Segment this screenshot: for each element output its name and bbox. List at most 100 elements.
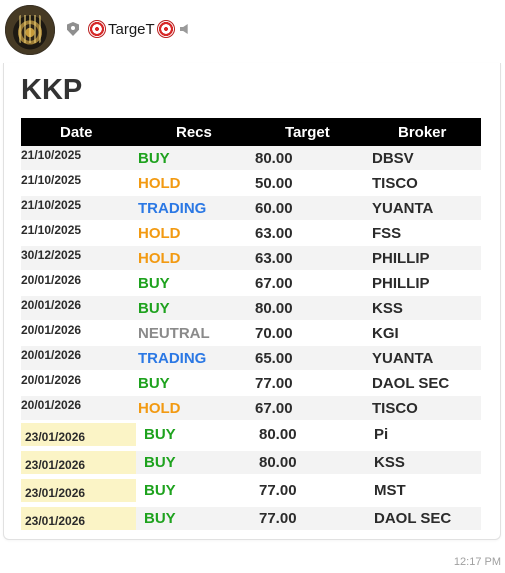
row-date: 23/01/2026	[25, 430, 86, 444]
shield-icon	[67, 22, 79, 36]
row-broker: MST	[374, 482, 406, 499]
table-body: 21/10/2025 BUY 80.00 DBSV 21/10/2025 HOLD 50.0…	[21, 146, 481, 421]
row-date-cell: 23/01/2026	[21, 423, 136, 446]
row-values: BUY 77.00 MST	[136, 479, 481, 502]
speaker-icon[interactable]	[179, 24, 188, 34]
message-title: KKP	[21, 74, 83, 106]
row-recommendation: HOLD	[138, 250, 181, 267]
table-row: 30/12/2025 HOLD 63.00 PHILLIP	[21, 246, 481, 271]
channel-title[interactable]: TargeT	[88, 19, 190, 39]
row-target: 77.00	[259, 510, 297, 527]
channel-name[interactable]: TargeT	[108, 20, 155, 38]
row-broker: DAOL SEC	[374, 510, 452, 527]
row-date: 23/01/2026	[25, 514, 86, 528]
row-recommendation: BUY	[144, 482, 176, 499]
column-header-target: Target	[285, 124, 330, 141]
row-broker: PHILLIP	[372, 250, 430, 267]
column-header-recs: Recs	[176, 124, 212, 141]
row-date: 21/10/2025	[21, 173, 82, 187]
row-recommendation: HOLD	[138, 175, 181, 192]
table-row: 23/01/2026 BUY 80.00 Pi	[21, 421, 481, 449]
row-broker: PHILLIP	[372, 275, 430, 292]
row-broker: DBSV	[372, 150, 414, 167]
row-broker: YUANTA	[372, 350, 434, 367]
row-recommendation: TRADING	[138, 350, 207, 367]
avatar[interactable]	[5, 5, 55, 55]
row-broker: FSS	[372, 225, 402, 242]
row-date: 21/10/2025	[21, 198, 82, 212]
row-target: 65.00	[255, 350, 293, 367]
table-row: 20/01/2026 TRADING 65.00 YUANTA	[21, 346, 481, 371]
row-recommendation: BUY	[144, 510, 176, 527]
row-recommendation: BUY	[138, 150, 170, 167]
message-time: 12:17 PM	[453, 556, 501, 568]
row-recommendation: HOLD	[138, 225, 181, 242]
row-date: 23/01/2026	[25, 458, 86, 472]
row-recommendation: TRADING	[138, 200, 207, 217]
table-row: 21/10/2025 HOLD 63.00 FSS	[21, 221, 481, 246]
row-date: 20/01/2026	[21, 348, 82, 362]
table-row: 21/10/2025 BUY 80.00 DBSV	[21, 146, 481, 171]
row-date-cell: 23/01/2026	[21, 451, 136, 474]
row-broker: KSS	[372, 300, 403, 317]
channel-header: TargeT	[0, 0, 505, 58]
table-row: 23/01/2026 BUY 80.00 KSS	[21, 449, 481, 477]
row-date: 23/01/2026	[25, 486, 86, 500]
table-row: 20/01/2026 HOLD 67.00 TISCO	[21, 396, 481, 421]
row-target: 63.00	[255, 225, 293, 242]
row-date-cell: 23/01/2026	[21, 479, 136, 502]
row-date: 20/01/2026	[21, 323, 82, 337]
row-broker: KGI	[372, 325, 399, 342]
row-date: 21/10/2025	[21, 148, 82, 162]
row-recommendation: BUY	[144, 454, 176, 471]
row-date: 20/01/2026	[21, 373, 82, 387]
row-recommendation: BUY	[144, 426, 176, 443]
column-header-date: Date	[60, 124, 93, 141]
row-target: 80.00	[259, 454, 297, 471]
row-recommendation: BUY	[138, 300, 170, 317]
target-icon	[156, 20, 175, 38]
row-recommendation: NEUTRAL	[138, 325, 210, 342]
table-row: 20/01/2026 BUY 67.00 PHILLIP	[21, 271, 481, 296]
row-broker: YUANTA	[372, 200, 434, 217]
row-target: 63.00	[255, 250, 293, 267]
table-header: Date Recs Target Broker	[21, 118, 481, 146]
row-date: 30/12/2025	[21, 248, 82, 262]
row-target: 77.00	[259, 482, 297, 499]
row-recommendation: BUY	[138, 375, 170, 392]
column-header-broker: Broker	[398, 124, 447, 141]
row-values: BUY 80.00 KSS	[136, 451, 481, 474]
row-date: 21/10/2025	[21, 223, 82, 237]
row-target: 80.00	[255, 150, 293, 167]
row-broker: DAOL SEC	[372, 375, 450, 392]
row-broker: Pi	[374, 426, 389, 443]
row-recommendation: HOLD	[138, 400, 181, 417]
table-row: 20/01/2026 BUY 77.00 DAOL SEC	[21, 371, 481, 396]
table-row: 21/10/2025 HOLD 50.00 TISCO	[21, 171, 481, 196]
row-target: 70.00	[255, 325, 293, 342]
table-row: 20/01/2026 BUY 80.00 KSS	[21, 296, 481, 321]
row-date: 20/01/2026	[21, 398, 82, 412]
table-row: 21/10/2025 TRADING 60.00 YUANTA	[21, 196, 481, 221]
highlighted-rows: 23/01/2026 BUY 80.00 Pi 23/01/2026 BUY 80.00 KS…	[21, 421, 481, 533]
row-broker: TISCO	[372, 175, 418, 192]
row-target: 80.00	[255, 300, 293, 317]
row-recommendation: BUY	[138, 275, 170, 292]
row-target: 77.00	[255, 375, 293, 392]
row-date: 20/01/2026	[21, 298, 82, 312]
row-target: 67.00	[255, 400, 293, 417]
row-broker: TISCO	[372, 400, 418, 417]
row-date: 20/01/2026	[21, 273, 82, 287]
table-row: 23/01/2026 BUY 77.00 DAOL SEC	[21, 505, 481, 533]
table-row: 20/01/2026 NEUTRAL 70.00 KGI	[21, 321, 481, 346]
row-target: 67.00	[255, 275, 293, 292]
row-target: 50.00	[255, 175, 293, 192]
row-target: 80.00	[259, 426, 297, 443]
row-values: BUY 80.00 Pi	[136, 423, 481, 446]
row-target: 60.00	[255, 200, 293, 217]
table-row: 23/01/2026 BUY 77.00 MST	[21, 477, 481, 505]
row-date-cell: 23/01/2026	[21, 507, 136, 530]
recommendation-table: Date Recs Target Broker 21/10/2025 BUY 80.…	[21, 118, 481, 533]
row-values: BUY 77.00 DAOL SEC	[136, 507, 481, 530]
target-icon	[88, 20, 106, 38]
